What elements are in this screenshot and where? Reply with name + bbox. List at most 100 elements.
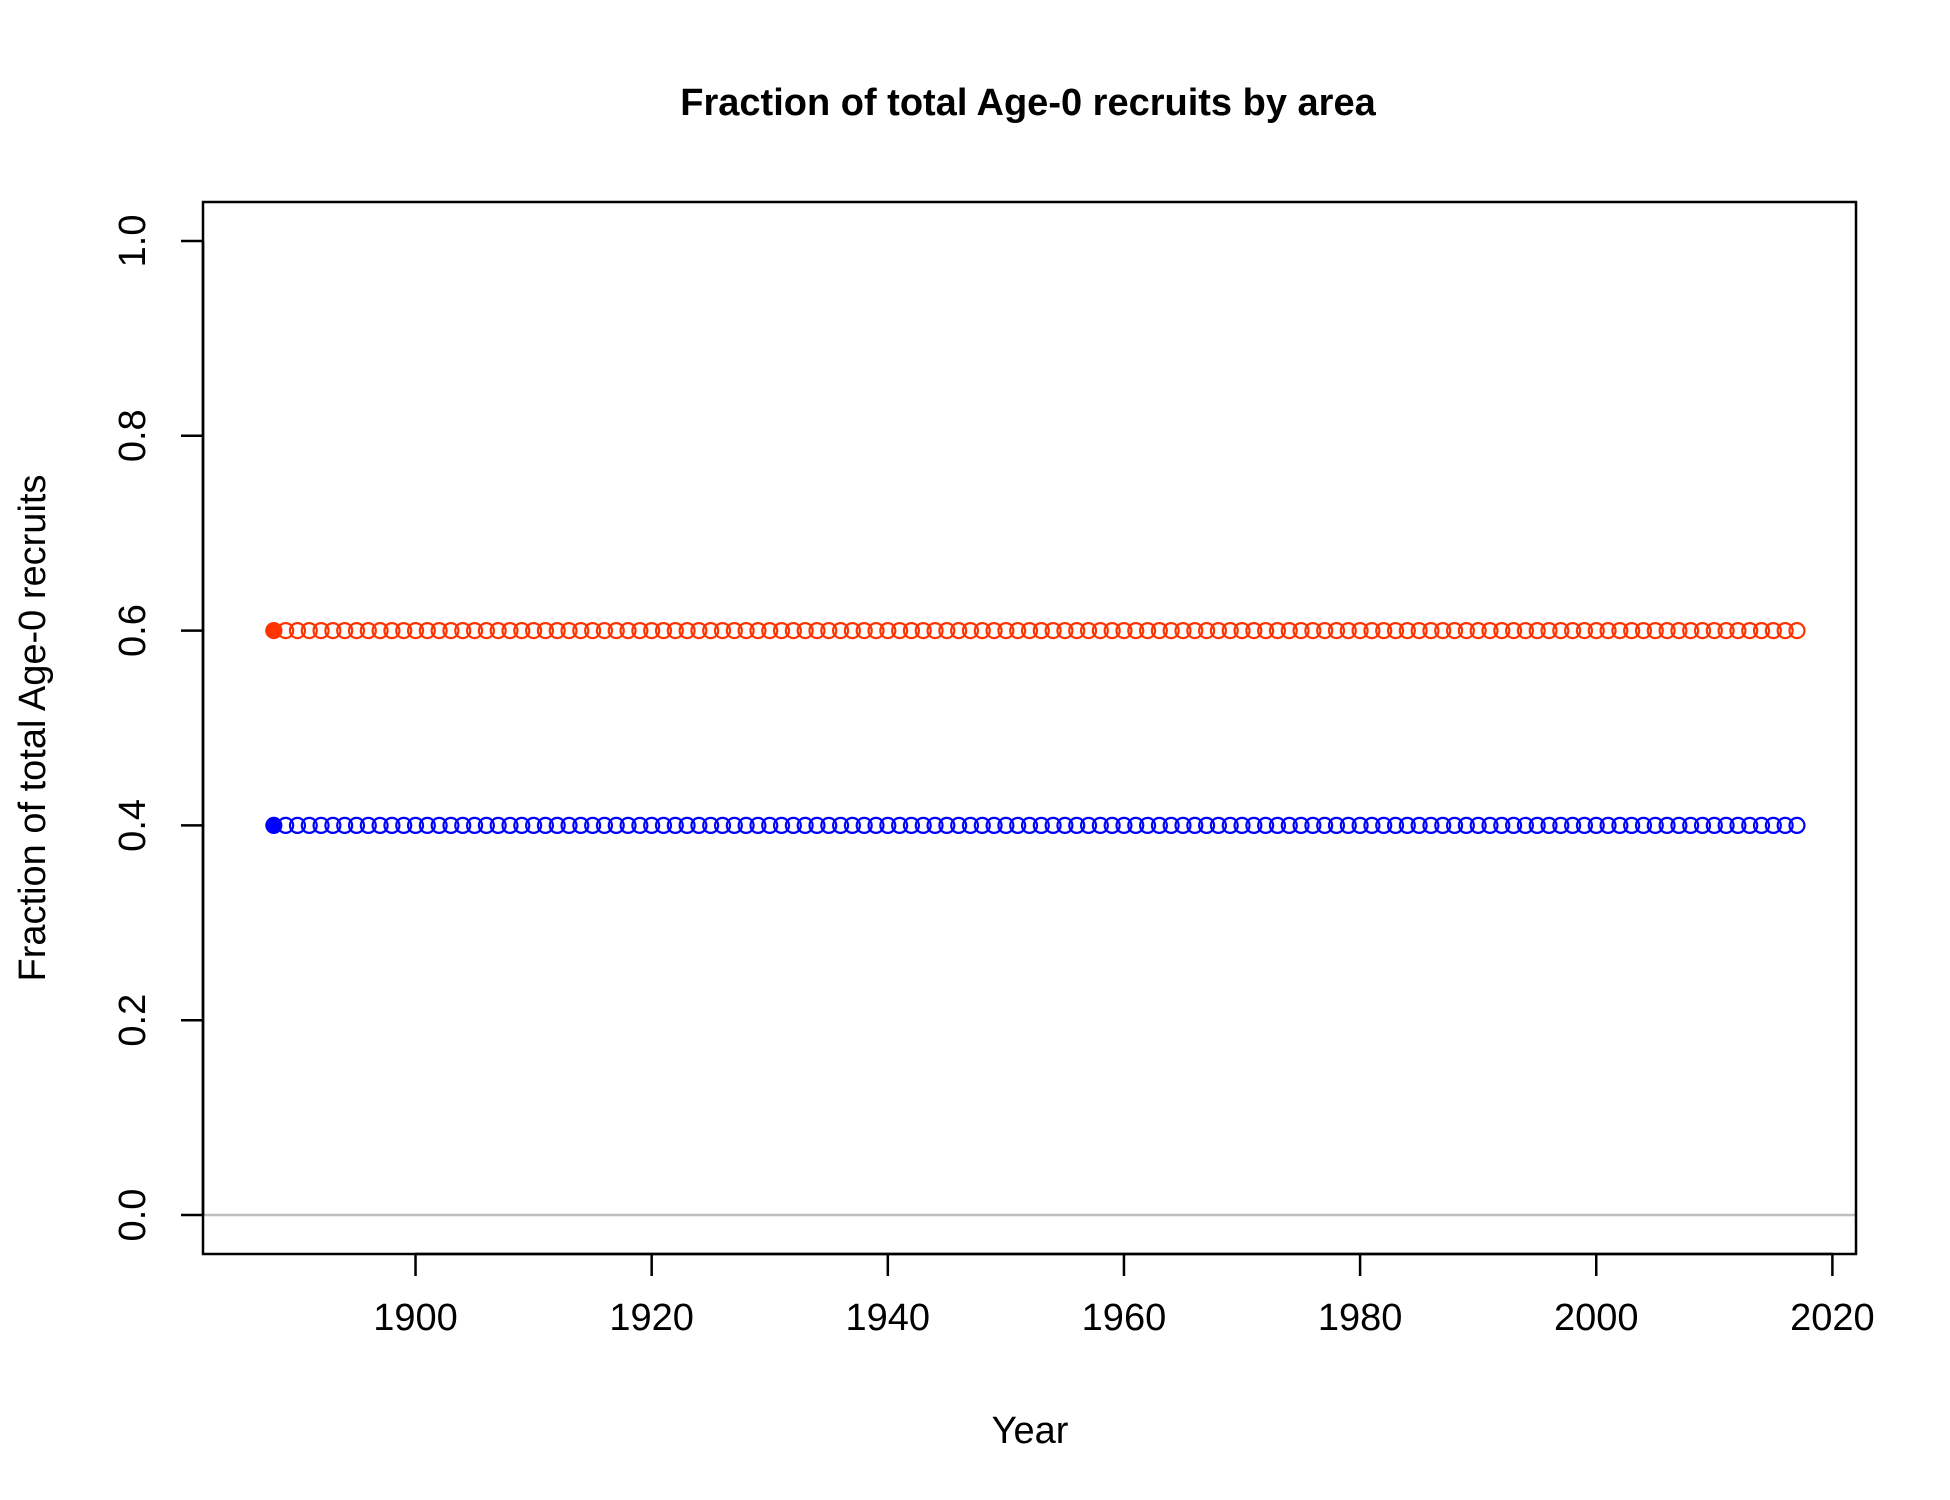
series-1-point — [572, 621, 590, 640]
series-1-point — [843, 621, 861, 640]
series-1-point — [288, 621, 307, 640]
series-2-point — [1304, 816, 1322, 835]
series-2-point — [607, 816, 625, 835]
x-tick-label: 2020 — [1790, 1297, 1875, 1339]
series-1-point — [300, 621, 318, 640]
series-2-point — [536, 816, 555, 835]
series-2-point — [489, 816, 507, 835]
series-1-point — [1717, 621, 1735, 640]
series-2-point — [997, 816, 1015, 835]
chart-title: Fraction of total Age-0 recruits by area — [680, 82, 1376, 124]
series-1-point — [1186, 621, 1204, 640]
series-2-point — [1469, 816, 1487, 835]
series-2-point — [761, 816, 779, 835]
series-2-point — [1788, 816, 1806, 835]
series-1-point — [973, 621, 991, 640]
series-2-point — [513, 816, 531, 835]
series-1-point — [926, 621, 944, 640]
series-1-point — [1209, 621, 1228, 640]
series-2-point — [1646, 816, 1664, 835]
series-2-point — [324, 816, 342, 835]
series-1-point — [1316, 621, 1334, 640]
series-1-point — [277, 621, 295, 640]
series-2-point — [654, 816, 673, 835]
series-2-point — [1020, 816, 1039, 835]
series-1-point — [560, 621, 578, 640]
series-1-point — [1540, 621, 1558, 640]
series-1-point — [914, 621, 932, 640]
series-1-point — [820, 621, 838, 640]
series-2-point — [347, 816, 366, 835]
series-1-point — [666, 621, 684, 640]
series-2-point — [1363, 816, 1381, 835]
series-2-point — [1375, 816, 1393, 835]
series-2-point — [796, 816, 814, 835]
series-2-point — [914, 816, 932, 835]
series-2-point — [902, 816, 921, 835]
series-2-point — [501, 816, 519, 835]
series-1-point — [725, 621, 743, 640]
series-1-point — [1634, 621, 1653, 640]
series-1-point — [312, 621, 330, 640]
series-2-point — [1174, 816, 1192, 835]
series-1-point — [1564, 621, 1582, 640]
series-1-point — [1481, 621, 1499, 640]
series-1-point — [513, 621, 531, 640]
series-1-point — [1257, 621, 1275, 640]
x-tick-label: 1900 — [373, 1297, 458, 1339]
series-1-point — [678, 621, 696, 640]
series-2-point — [265, 816, 283, 835]
series-1-point — [1351, 621, 1369, 640]
series-2-point — [1540, 816, 1558, 835]
series-2-point — [477, 816, 495, 835]
series-2-point — [961, 816, 980, 835]
series-2-point — [1741, 816, 1759, 835]
series-2-point — [1623, 816, 1641, 835]
series-1-point — [584, 621, 602, 640]
x-tick-label: 1920 — [609, 1297, 694, 1339]
series-2-point — [666, 816, 684, 835]
series-1-point — [1764, 621, 1782, 640]
series-1-point — [395, 621, 413, 640]
series-1-point — [524, 621, 543, 640]
series-2-point — [867, 816, 885, 835]
series-1-point — [548, 621, 566, 640]
series-1-point — [465, 621, 484, 640]
series-2-point — [1682, 816, 1700, 835]
series-2-point — [442, 816, 460, 835]
series-1-point — [654, 621, 673, 640]
series-2-point — [619, 816, 637, 835]
series-2-point — [938, 816, 956, 835]
series-1-point — [406, 621, 425, 640]
series-2-point — [772, 816, 791, 835]
series-1-point — [1339, 621, 1357, 640]
series-2-point — [1670, 816, 1688, 835]
y-tick-label: 0.4 — [112, 799, 154, 852]
series-1-point — [855, 621, 873, 640]
series-1-point — [1221, 621, 1239, 640]
series-1-point — [1198, 621, 1216, 640]
series-2-point — [1233, 816, 1251, 835]
series-2-point — [359, 816, 377, 835]
series-2-point — [277, 816, 295, 835]
series-2-point — [1150, 816, 1168, 835]
series-1-point — [1422, 621, 1440, 640]
series-1-point — [997, 621, 1015, 640]
series-1-point — [1079, 621, 1098, 640]
series-1-point — [1292, 621, 1310, 640]
series-1-point — [324, 621, 342, 640]
series-1-point — [1280, 621, 1298, 640]
series-2-point — [643, 816, 661, 835]
series-2-point — [395, 816, 413, 835]
series-1-point — [831, 621, 850, 640]
series-2-point — [1079, 816, 1098, 835]
series-2-point — [572, 816, 590, 835]
series-1-point — [1599, 621, 1617, 640]
y-tick-label: 1.0 — [112, 215, 154, 268]
series-1-point — [1611, 621, 1629, 640]
series-1-point — [737, 621, 755, 640]
series-2-point — [584, 816, 602, 835]
series-2-point — [1032, 816, 1050, 835]
series-1-point — [1056, 621, 1074, 640]
